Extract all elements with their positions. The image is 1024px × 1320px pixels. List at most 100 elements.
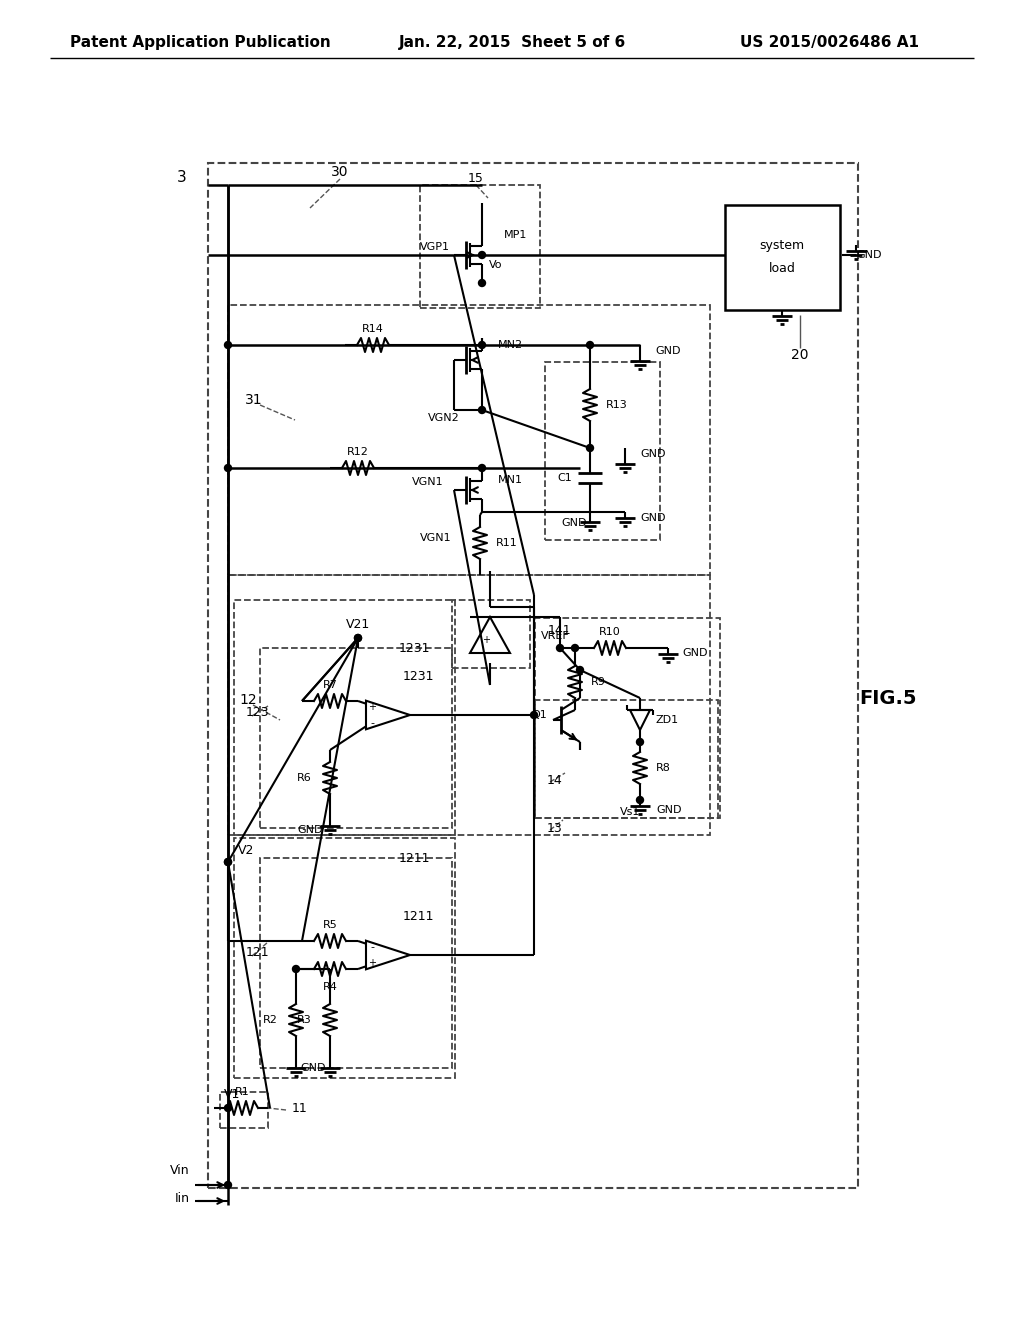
Text: 13: 13: [547, 821, 563, 834]
Text: MN1: MN1: [498, 475, 522, 484]
Circle shape: [478, 465, 485, 471]
Text: 20: 20: [792, 348, 809, 362]
Text: -: -: [370, 942, 374, 952]
Circle shape: [224, 465, 231, 471]
Circle shape: [478, 252, 485, 259]
Text: GND: GND: [640, 449, 666, 459]
Circle shape: [224, 342, 231, 348]
Circle shape: [587, 445, 594, 451]
Circle shape: [354, 635, 361, 642]
Text: Jan. 22, 2015  Sheet 5 of 6: Jan. 22, 2015 Sheet 5 of 6: [398, 34, 626, 49]
Circle shape: [224, 1105, 231, 1111]
Text: GND: GND: [655, 346, 681, 356]
Text: V1: V1: [224, 1088, 241, 1101]
Text: GND: GND: [297, 825, 323, 836]
Text: R8: R8: [656, 763, 671, 774]
Text: R7: R7: [323, 680, 338, 690]
Text: R12: R12: [347, 447, 369, 457]
Bar: [725, 205, 840, 310]
Text: 31: 31: [245, 393, 263, 407]
Text: 141: 141: [548, 623, 571, 636]
Text: VGN1: VGN1: [413, 477, 444, 487]
Text: V21: V21: [346, 618, 370, 631]
Text: ZD1: ZD1: [656, 715, 679, 725]
Bar: [260, 648, 452, 828]
Bar: [535, 700, 718, 818]
Circle shape: [577, 667, 584, 673]
Circle shape: [478, 280, 485, 286]
Bar: [234, 838, 455, 1078]
Text: 14: 14: [547, 774, 563, 787]
Text: +: +: [368, 958, 376, 968]
Text: load: load: [769, 261, 796, 275]
Text: R3: R3: [297, 1015, 312, 1026]
Text: 11: 11: [292, 1101, 308, 1114]
Text: FIG.5: FIG.5: [859, 689, 916, 708]
Circle shape: [224, 858, 231, 866]
Text: 1231: 1231: [398, 642, 430, 655]
Circle shape: [571, 644, 579, 652]
Text: US 2015/0026486 A1: US 2015/0026486 A1: [740, 34, 920, 49]
Bar: [234, 601, 455, 836]
Text: Vs1: Vs1: [620, 807, 640, 817]
Text: R5: R5: [323, 920, 337, 931]
Text: VREF: VREF: [541, 631, 569, 642]
Circle shape: [530, 711, 538, 718]
Text: MP1: MP1: [504, 230, 527, 240]
Text: R9: R9: [591, 677, 606, 686]
Text: 15: 15: [468, 173, 484, 186]
Text: Iin: Iin: [175, 1192, 190, 1205]
Text: R1: R1: [234, 1086, 250, 1097]
Text: C1: C1: [557, 473, 572, 483]
Bar: [535, 618, 720, 818]
Text: GND: GND: [300, 1063, 326, 1073]
Text: V2: V2: [238, 843, 254, 857]
Text: VGP1: VGP1: [420, 242, 450, 252]
Text: MN2: MN2: [498, 341, 522, 350]
Text: Vin: Vin: [170, 1164, 190, 1177]
Circle shape: [556, 644, 563, 652]
Text: R4: R4: [323, 982, 338, 993]
Text: 1211: 1211: [398, 851, 430, 865]
Text: 123: 123: [246, 705, 269, 718]
Circle shape: [587, 342, 594, 348]
Text: R6: R6: [297, 774, 312, 783]
Circle shape: [224, 1181, 231, 1188]
Text: R14: R14: [362, 323, 384, 334]
Text: VGN2: VGN2: [428, 413, 460, 422]
Text: R13: R13: [606, 400, 628, 411]
Text: system: system: [760, 239, 805, 252]
Text: GND: GND: [682, 648, 708, 657]
Circle shape: [354, 635, 361, 642]
Bar: [545, 362, 660, 540]
Text: +: +: [482, 635, 490, 645]
Text: GND: GND: [856, 249, 882, 260]
Text: 121: 121: [246, 945, 269, 958]
Text: 12: 12: [240, 693, 257, 708]
Bar: [220, 1092, 268, 1129]
Circle shape: [637, 796, 643, 804]
Text: 30: 30: [331, 165, 349, 180]
Text: 3: 3: [177, 170, 186, 186]
Bar: [228, 305, 710, 576]
Bar: [260, 858, 452, 1068]
Circle shape: [224, 858, 231, 866]
Text: GND: GND: [561, 517, 587, 528]
Circle shape: [478, 407, 485, 413]
Text: Q1: Q1: [531, 710, 547, 719]
Circle shape: [637, 738, 643, 746]
Text: R2: R2: [263, 1015, 278, 1026]
Text: 1211: 1211: [403, 911, 434, 924]
Text: Patent Application Publication: Patent Application Publication: [70, 34, 331, 49]
Circle shape: [478, 342, 485, 348]
Text: -: -: [370, 718, 374, 727]
Text: +: +: [368, 702, 376, 713]
Bar: [208, 162, 858, 1188]
Bar: [452, 601, 530, 668]
Circle shape: [293, 965, 299, 973]
Text: GND: GND: [640, 513, 666, 523]
Bar: [420, 185, 540, 308]
Text: Vo: Vo: [489, 260, 503, 271]
Text: R11: R11: [496, 539, 518, 548]
Text: GND: GND: [656, 805, 682, 814]
